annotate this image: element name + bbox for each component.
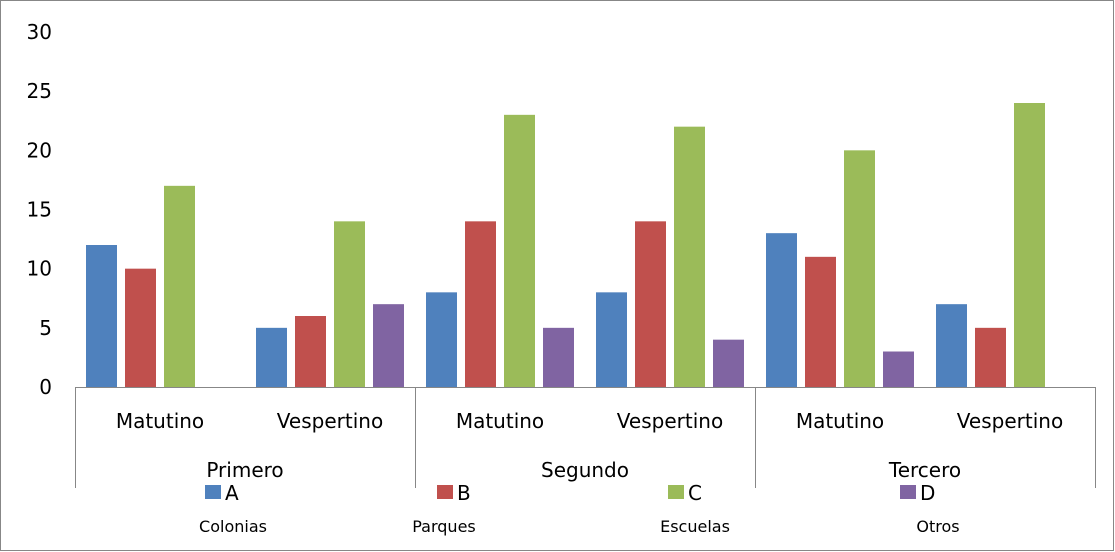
bars-layer — [86, 103, 1045, 388]
y-tick-label: 0 — [39, 375, 52, 399]
category-label: Matutino — [116, 409, 204, 433]
bar-b — [805, 256, 836, 387]
bar-b — [635, 221, 666, 387]
bar-d — [713, 339, 744, 387]
series-description: Escuelas — [660, 517, 730, 536]
group-label: Primero — [206, 458, 283, 482]
bar-a — [596, 292, 627, 387]
bar-c — [504, 114, 535, 387]
y-tick-label: 30 — [27, 20, 52, 44]
axis-layer — [75, 387, 1096, 488]
legend-swatch-c — [668, 485, 684, 499]
legend-swatch-b — [437, 485, 453, 499]
legend-label: B — [457, 481, 471, 505]
bar-a — [256, 327, 287, 387]
bar-c — [674, 126, 705, 388]
bar-c — [844, 150, 875, 387]
bar-d — [543, 327, 574, 387]
legend-label: D — [920, 481, 935, 505]
category-label: Vespertino — [277, 409, 383, 433]
labels-layer: 0 5 10 15 20 25 30 Matutino Vespertino Matutino Ve… — [27, 20, 1064, 482]
legend: A B C D Colonias Parques Escuelas Otros — [199, 481, 960, 536]
bar-b — [125, 268, 156, 387]
bar-c — [164, 185, 195, 387]
y-tick-label: 20 — [27, 138, 52, 162]
y-tick-label: 10 — [27, 257, 52, 281]
y-tick-label: 15 — [27, 198, 52, 222]
series-description: Otros — [916, 517, 959, 536]
bar-b — [295, 316, 326, 387]
group-label: Tercero — [888, 458, 961, 482]
category-label: Matutino — [796, 409, 884, 433]
series-description: Colonias — [199, 517, 267, 536]
bar-a — [766, 233, 797, 387]
bar-c — [334, 221, 365, 387]
legend-label: A — [225, 481, 239, 505]
bar-a — [426, 292, 457, 387]
legend-swatch-a — [205, 485, 221, 499]
bar-a — [936, 304, 967, 387]
legend-label: C — [688, 481, 702, 505]
bar-b — [465, 221, 496, 387]
bar-a — [86, 245, 117, 387]
category-label: Vespertino — [617, 409, 723, 433]
bar-d — [883, 351, 914, 387]
bar-d — [373, 304, 404, 387]
group-label: Segundo — [541, 458, 629, 482]
series-description: Parques — [412, 517, 476, 536]
y-tick-label: 25 — [27, 79, 52, 103]
legend-swatch-d — [900, 485, 916, 499]
bar-c — [1014, 103, 1045, 387]
y-tick-label: 5 — [39, 316, 52, 340]
category-label: Vespertino — [957, 409, 1063, 433]
bar-b — [975, 327, 1006, 387]
category-label: Matutino — [456, 409, 544, 433]
